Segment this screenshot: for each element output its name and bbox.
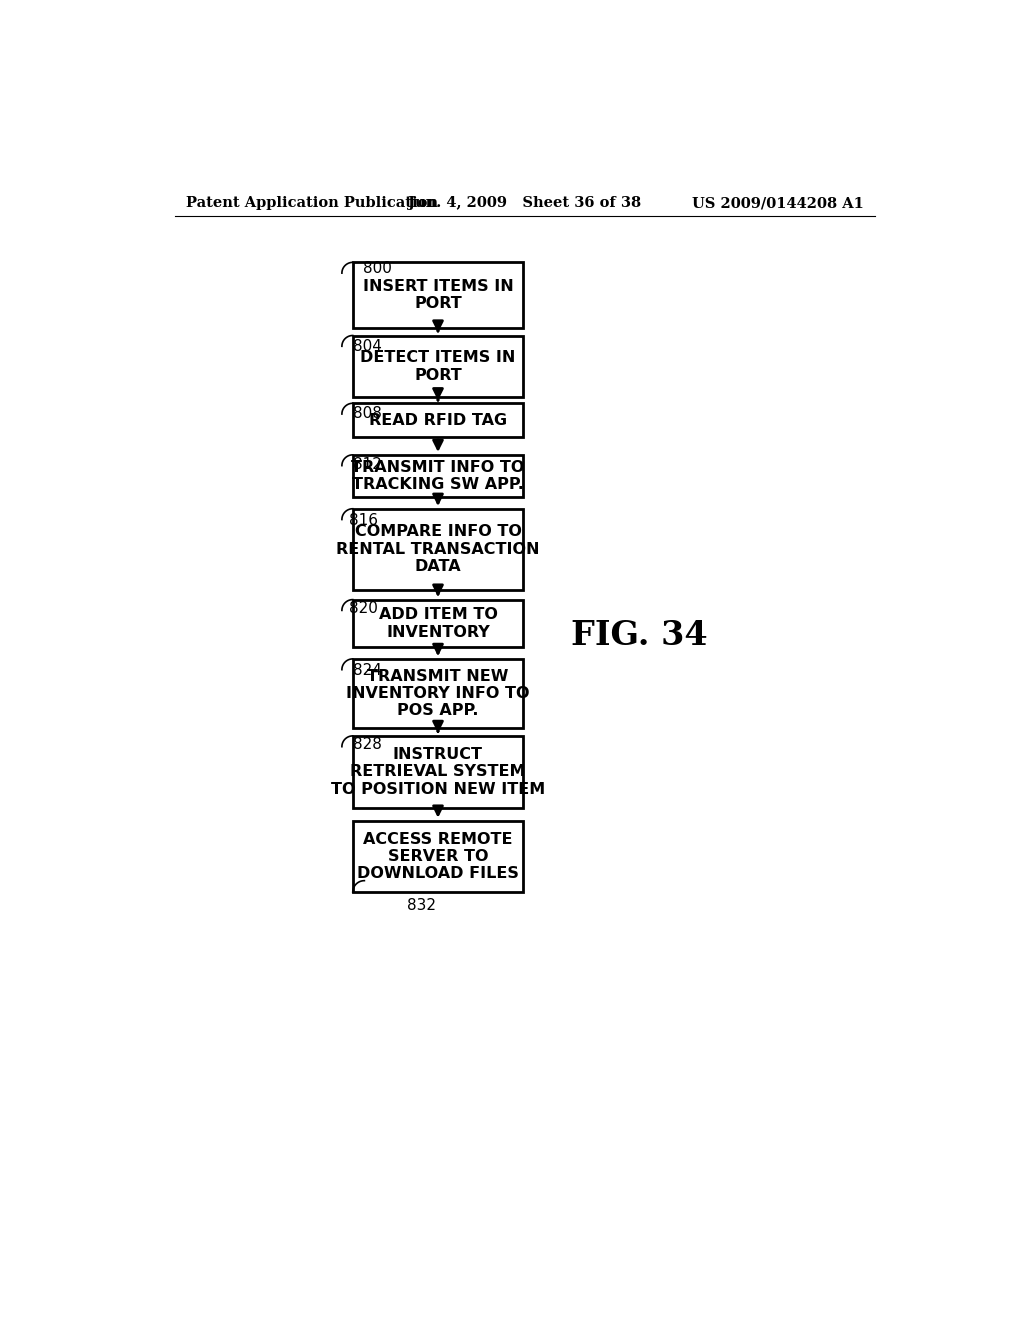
Bar <box>352 659 523 729</box>
Bar <box>352 821 523 892</box>
Text: Patent Application Publication: Patent Application Publication <box>186 197 438 210</box>
Text: 804: 804 <box>352 339 382 354</box>
Text: INSERT ITEMS IN
PORT: INSERT ITEMS IN PORT <box>362 279 513 312</box>
Bar <box>352 737 523 808</box>
Text: 816: 816 <box>349 512 378 528</box>
Text: INSTRUCT
RETRIEVAL SYSTEM
TO POSITION NEW ITEM: INSTRUCT RETRIEVAL SYSTEM TO POSITION NE… <box>331 747 545 796</box>
Text: 820: 820 <box>349 601 378 616</box>
Bar <box>352 335 523 397</box>
Text: ACCESS REMOTE
SERVER TO
DOWNLOAD FILES: ACCESS REMOTE SERVER TO DOWNLOAD FILES <box>357 832 519 882</box>
Text: FIG. 34: FIG. 34 <box>571 619 708 652</box>
Text: COMPARE INFO TO
RENTAL TRANSACTION
DATA: COMPARE INFO TO RENTAL TRANSACTION DATA <box>336 524 540 574</box>
Text: 800: 800 <box>362 261 392 276</box>
Text: DETECT ITEMS IN
PORT: DETECT ITEMS IN PORT <box>360 350 516 383</box>
Text: 812: 812 <box>352 457 382 473</box>
Bar <box>352 404 523 437</box>
Text: 832: 832 <box>407 898 436 912</box>
Text: READ RFID TAG: READ RFID TAG <box>369 413 507 428</box>
Text: Jun. 4, 2009   Sheet 36 of 38: Jun. 4, 2009 Sheet 36 of 38 <box>409 197 641 210</box>
Bar <box>352 508 523 590</box>
Text: US 2009/0144208 A1: US 2009/0144208 A1 <box>691 197 863 210</box>
Bar <box>352 599 523 647</box>
Text: 824: 824 <box>352 663 382 677</box>
Text: TRANSMIT NEW
INVENTORY INFO TO
POS APP.: TRANSMIT NEW INVENTORY INFO TO POS APP. <box>346 669 529 718</box>
Bar <box>352 455 523 498</box>
Text: TRANSMIT INFO TO
TRACKING SW APP.: TRANSMIT INFO TO TRACKING SW APP. <box>351 459 524 492</box>
Text: 828: 828 <box>352 738 382 752</box>
Bar <box>352 263 523 327</box>
Text: 808: 808 <box>352 407 382 421</box>
Text: ADD ITEM TO
INVENTORY: ADD ITEM TO INVENTORY <box>379 607 498 640</box>
